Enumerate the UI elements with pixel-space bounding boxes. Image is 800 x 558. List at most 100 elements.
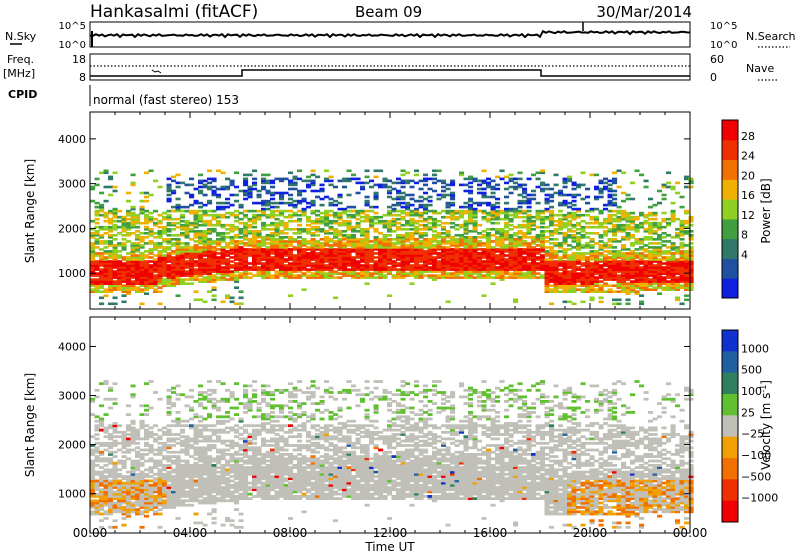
- power-cell: [153, 254, 158, 257]
- power-cell: [144, 242, 149, 245]
- power-cell: [392, 214, 397, 217]
- power-cell: [540, 226, 545, 229]
- power-cell: [662, 184, 667, 187]
- power-cell: [198, 206, 203, 209]
- power-cell: [608, 228, 613, 231]
- power-cell: [140, 252, 145, 255]
- power-cell: [315, 234, 320, 237]
- velocity-cell: [144, 515, 149, 518]
- power-cell: [500, 178, 505, 181]
- power-cell: [513, 238, 518, 241]
- power-cell: [383, 184, 388, 187]
- power-cell: [99, 290, 104, 293]
- power-cell: [680, 242, 685, 245]
- power-cell: [99, 252, 104, 255]
- velocity-cell: [158, 442, 163, 445]
- power-cell: [234, 286, 239, 289]
- velocity-cell: [104, 464, 109, 467]
- velocity-cell: [104, 398, 109, 401]
- power-cell: [203, 180, 208, 183]
- power-cell: [356, 192, 361, 195]
- power-cell: [500, 218, 505, 221]
- power-cell: [423, 184, 428, 187]
- power-cell: [549, 188, 554, 191]
- power-cell: [252, 170, 257, 173]
- power-cell: [590, 238, 595, 241]
- radar-title: Hankasalmi (fitACF): [90, 2, 258, 22]
- power-cell: [423, 218, 428, 221]
- power-cell: [171, 250, 176, 253]
- power-cell: [635, 290, 640, 293]
- power-cell: [545, 250, 550, 253]
- power-cell: [554, 250, 559, 253]
- power-cell: [428, 178, 433, 181]
- power-cell: [608, 244, 613, 247]
- power-cell: [234, 240, 239, 243]
- power-cell: [225, 258, 230, 261]
- power-cell: [369, 264, 374, 267]
- power-cell: [311, 232, 316, 235]
- power-cell: [572, 188, 577, 191]
- power-cell: [266, 228, 271, 231]
- power-cell: [662, 232, 667, 235]
- power-cell: [113, 190, 118, 193]
- power-cell: [356, 210, 361, 213]
- velocity-cell: [140, 438, 145, 441]
- velocity-cell: [144, 473, 149, 476]
- power-cell: [302, 190, 307, 193]
- velocity-cell: [90, 398, 95, 401]
- power-cell: [261, 262, 266, 265]
- power-cell: [567, 254, 572, 257]
- power-cell: [459, 206, 464, 209]
- velocity-cell: [113, 491, 118, 494]
- power-cell: [374, 236, 379, 239]
- power-cell: [131, 212, 136, 215]
- velocity-cell: [108, 433, 113, 436]
- velocity-cell: [122, 431, 127, 434]
- power-cell: [581, 184, 586, 187]
- power-cell: [563, 214, 568, 217]
- power-cell: [275, 270, 280, 273]
- power-cell: [338, 230, 343, 233]
- power-cell: [144, 226, 149, 229]
- power-cell: [185, 242, 190, 245]
- power-colorbar-tick: 24: [741, 150, 755, 163]
- velocity-cell: [104, 517, 109, 520]
- power-cell: [324, 248, 329, 251]
- power-cell: [275, 178, 280, 181]
- power-cell: [648, 242, 653, 245]
- power-cell: [626, 299, 631, 302]
- power-cell: [662, 266, 667, 269]
- power-cell: [158, 230, 163, 233]
- power-cell: [171, 218, 176, 221]
- power-cell: [666, 240, 671, 243]
- power-cell: [590, 174, 595, 177]
- velocity-cell: [122, 482, 127, 485]
- power-cell: [509, 218, 514, 221]
- power-cell: [266, 180, 271, 183]
- power-cell: [351, 178, 356, 181]
- power-cell: [95, 206, 100, 209]
- power-cell: [612, 284, 617, 287]
- power-cell: [473, 276, 478, 279]
- power-cell: [585, 236, 590, 239]
- velocity-cell: [144, 453, 149, 456]
- power-cell: [410, 232, 415, 235]
- freq-line: [90, 70, 690, 76]
- power-cell: [513, 186, 518, 189]
- power-cell: [302, 180, 307, 183]
- power-cell: [410, 194, 415, 197]
- velocity-cell: [126, 457, 131, 460]
- power-cell: [288, 220, 293, 223]
- velocity-cell: [158, 446, 163, 449]
- power-cell: [302, 198, 307, 201]
- velocity-cell: [131, 460, 136, 463]
- power-cell: [401, 202, 406, 205]
- velocity-cell: [135, 429, 140, 432]
- power-cell: [216, 194, 221, 197]
- power-cell: [320, 212, 325, 215]
- power-cell: [230, 297, 235, 300]
- power-cell: [266, 242, 271, 245]
- power-cell: [509, 224, 514, 227]
- power-cell: [522, 256, 527, 259]
